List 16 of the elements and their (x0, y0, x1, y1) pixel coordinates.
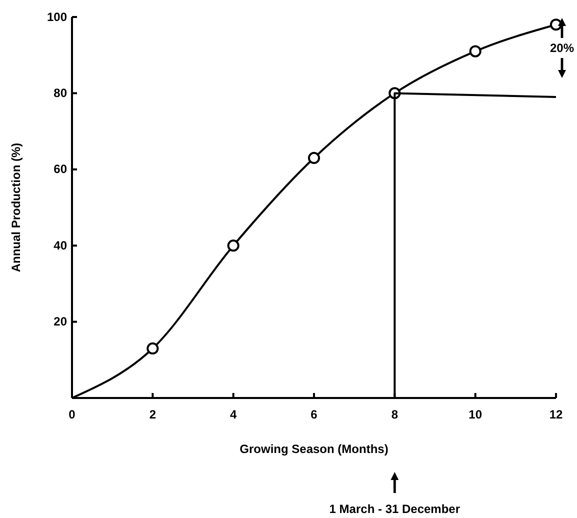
y-tick-label: 60 (54, 162, 68, 176)
y-tick-label: 20 (54, 314, 68, 329)
y-tick-label: 40 (54, 238, 68, 252)
x-tick-label: 8 (391, 408, 398, 422)
x-tick-label: 12 (549, 408, 563, 422)
x-tick-label: 6 (310, 408, 318, 422)
y-tick-label: 100 (46, 10, 68, 24)
x-tick-label: 0 (68, 408, 76, 422)
y-axis-title: Annual Production (%) (9, 142, 23, 272)
x-tick-label: 10 (468, 408, 482, 422)
annotation: 20% (550, 41, 574, 55)
x-tick-label: 2 (149, 408, 156, 422)
x-axis-title: Growing Season (Months) (240, 442, 388, 456)
text: 1 March - 31 December (329, 502, 460, 516)
x-tick-label: 4 (230, 408, 237, 422)
y-tick-label: 80 (54, 86, 68, 100)
